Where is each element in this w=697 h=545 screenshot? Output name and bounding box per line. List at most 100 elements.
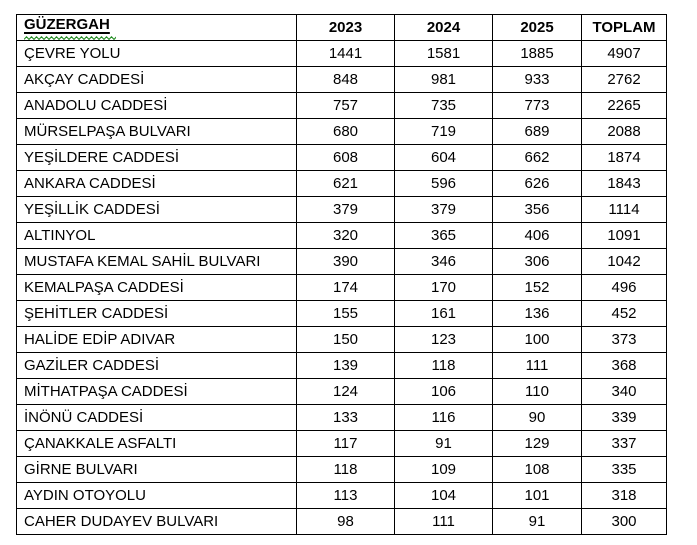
year-2023-cell: 133 [296, 404, 395, 431]
table-row: AKÇAY CADDESİ 848 981 933 2762 [16, 66, 667, 93]
total-cell: 4907 [581, 40, 667, 67]
year-2024-cell: 109 [394, 456, 493, 483]
year-2023-cell: 155 [296, 300, 395, 327]
year-2023-cell: 174 [296, 274, 395, 301]
year-2025-cell: 90 [492, 404, 582, 431]
table-row: MUSTAFA KEMAL SAHİL BULVARI 390 346 306 1042 [16, 248, 667, 275]
table-row: MÜRSELPAŞA BULVARI 680 719 689 2088 [16, 118, 667, 145]
year-2024-cell: 735 [394, 92, 493, 119]
year-2024-cell: 365 [394, 222, 493, 249]
route-cell: ANKARA CADDESİ [16, 170, 297, 197]
total-cell: 340 [581, 378, 667, 405]
year-2025-cell: 1885 [492, 40, 582, 67]
table-row: MİTHATPAŞA CADDESİ 124 106 110 340 [16, 378, 667, 405]
year-2024-cell: 161 [394, 300, 493, 327]
year-2023-cell: 139 [296, 352, 395, 379]
total-cell: 300 [581, 508, 667, 535]
table-row: GAZİLER CADDESİ 139 118 111 368 [16, 352, 667, 379]
year-2023-cell: 1441 [296, 40, 395, 67]
table-row: CAHER DUDAYEV BULVARI 98 111 91 300 [16, 508, 667, 535]
year-2024-cell: 170 [394, 274, 493, 301]
year-2023-cell: 680 [296, 118, 395, 145]
total-cell: 335 [581, 456, 667, 483]
route-cell: MİTHATPAŞA CADDESİ [16, 378, 297, 405]
column-header-route-label: GÜZERGAH [24, 15, 110, 33]
year-2024-cell: 91 [394, 430, 493, 457]
table-row: HALİDE EDİP ADIVAR 150 123 100 373 [16, 326, 667, 353]
table-body: ÇEVRE YOLU 1441 1581 1885 4907 AKÇAY CADDESİ 8… [16, 40, 667, 535]
year-2024-cell: 596 [394, 170, 493, 197]
route-cell: YEŞİLLİK CADDESİ [16, 196, 297, 223]
column-header-2023: 2023 [296, 14, 395, 41]
year-2023-cell: 757 [296, 92, 395, 119]
year-2025-cell: 91 [492, 508, 582, 535]
year-2024-cell: 123 [394, 326, 493, 353]
total-cell: 2762 [581, 66, 667, 93]
year-2023-cell: 390 [296, 248, 395, 275]
year-2025-cell: 111 [492, 352, 582, 379]
total-cell: 1114 [581, 196, 667, 223]
total-cell: 373 [581, 326, 667, 353]
year-2025-cell: 108 [492, 456, 582, 483]
year-2025-cell: 129 [492, 430, 582, 457]
total-cell: 2088 [581, 118, 667, 145]
column-header-route: GÜZERGAH [16, 14, 297, 41]
year-2024-cell: 379 [394, 196, 493, 223]
table-row: ALTINYOL 320 365 406 1091 [16, 222, 667, 249]
route-cell: ŞEHİTLER CADDESİ [16, 300, 297, 327]
total-cell: 1874 [581, 144, 667, 171]
route-cell: KEMALPAŞA CADDESİ [16, 274, 297, 301]
year-2024-cell: 719 [394, 118, 493, 145]
total-cell: 496 [581, 274, 667, 301]
table-row: ÇANAKKALE ASFALTI 117 91 129 337 [16, 430, 667, 457]
table-row: YEŞİLDERE CADDESİ 608 604 662 1874 [16, 144, 667, 171]
total-cell: 1091 [581, 222, 667, 249]
route-cell: CAHER DUDAYEV BULVARI [16, 508, 297, 535]
table-row: YEŞİLLİK CADDESİ 379 379 356 1114 [16, 196, 667, 223]
year-2023-cell: 848 [296, 66, 395, 93]
table-row: ANADOLU CADDESİ 757 735 773 2265 [16, 92, 667, 119]
total-cell: 318 [581, 482, 667, 509]
route-cell: ANADOLU CADDESİ [16, 92, 297, 119]
year-2025-cell: 406 [492, 222, 582, 249]
route-cell: AKÇAY CADDESİ [16, 66, 297, 93]
year-2025-cell: 110 [492, 378, 582, 405]
year-2025-cell: 933 [492, 66, 582, 93]
route-cell: MUSTAFA KEMAL SAHİL BULVARI [16, 248, 297, 275]
year-2023-cell: 379 [296, 196, 395, 223]
column-header-2025: 2025 [492, 14, 582, 41]
year-2024-cell: 981 [394, 66, 493, 93]
table-row: ŞEHİTLER CADDESİ 155 161 136 452 [16, 300, 667, 327]
year-2023-cell: 621 [296, 170, 395, 197]
year-2025-cell: 100 [492, 326, 582, 353]
year-2025-cell: 101 [492, 482, 582, 509]
route-cell: ÇEVRE YOLU [16, 40, 297, 67]
total-cell: 1042 [581, 248, 667, 275]
year-2024-cell: 106 [394, 378, 493, 405]
year-2023-cell: 98 [296, 508, 395, 535]
year-2024-cell: 346 [394, 248, 493, 275]
table-row: ANKARA CADDESİ 621 596 626 1843 [16, 170, 667, 197]
total-cell: 337 [581, 430, 667, 457]
route-cell: ÇANAKKALE ASFALTI [16, 430, 297, 457]
year-2025-cell: 152 [492, 274, 582, 301]
table-header: GÜZERGAH 2023 2024 2025 TOPLAM [16, 14, 667, 41]
year-2024-cell: 604 [394, 144, 493, 171]
spellcheck-squiggle [24, 35, 116, 40]
year-2025-cell: 136 [492, 300, 582, 327]
route-cell: MÜRSELPAŞA BULVARI [16, 118, 297, 145]
year-2024-cell: 118 [394, 352, 493, 379]
route-cell: GİRNE BULVARI [16, 456, 297, 483]
route-cell: AYDIN OTOYOLU [16, 482, 297, 509]
route-cell: YEŞİLDERE CADDESİ [16, 144, 297, 171]
route-cell: ALTINYOL [16, 222, 297, 249]
route-header-wrap: GÜZERGAH [24, 16, 116, 40]
header-row: GÜZERGAH 2023 2024 2025 TOPLAM [16, 14, 667, 41]
year-2024-cell: 116 [394, 404, 493, 431]
route-cell: HALİDE EDİP ADIVAR [16, 326, 297, 353]
total-cell: 339 [581, 404, 667, 431]
table-row: ÇEVRE YOLU 1441 1581 1885 4907 [16, 40, 667, 67]
table-row: AYDIN OTOYOLU 113 104 101 318 [16, 482, 667, 509]
column-header-2024: 2024 [394, 14, 493, 41]
